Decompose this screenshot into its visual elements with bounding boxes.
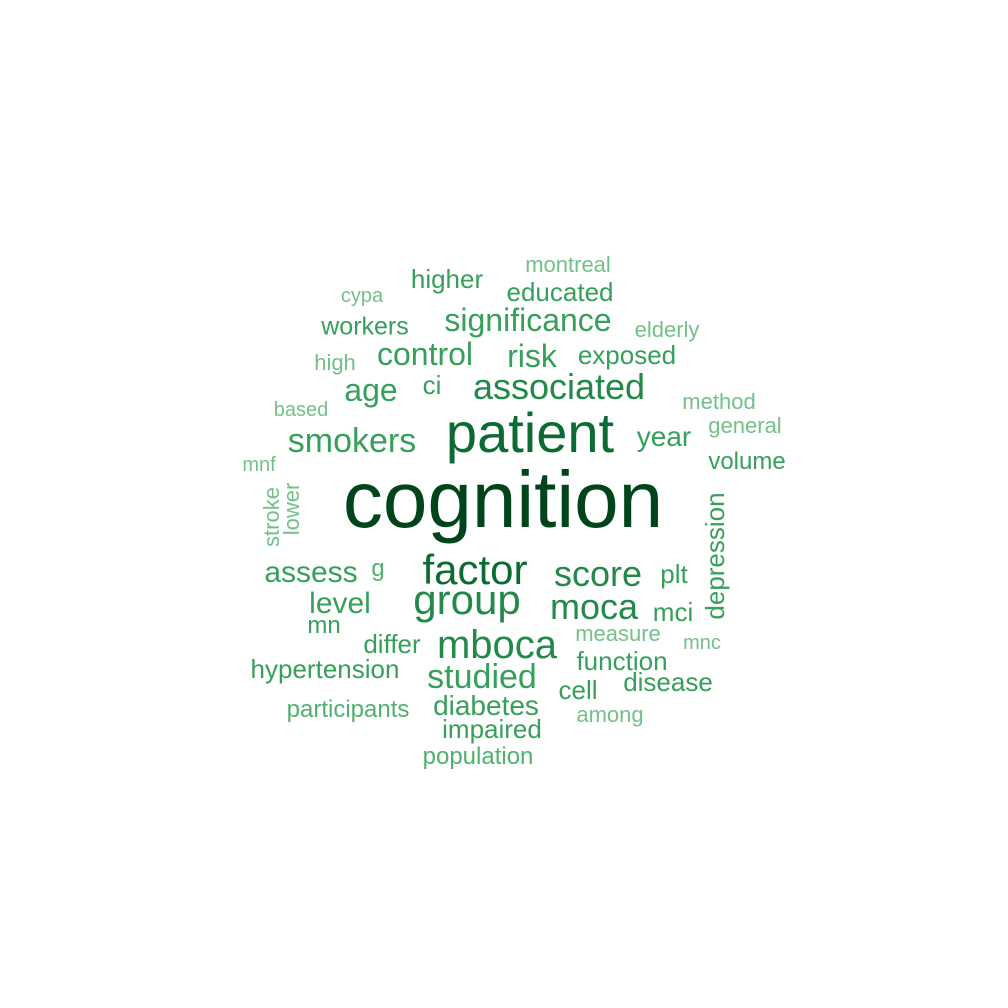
word-plt: plt — [660, 559, 688, 589]
word-mci: mci — [652, 597, 694, 627]
word-high: high — [314, 350, 356, 375]
word-method: method — [682, 389, 756, 414]
word-differ: differ — [363, 629, 421, 659]
word-significance: significance — [444, 302, 612, 338]
word-control: control — [376, 336, 474, 372]
word-measure: measure — [575, 621, 661, 646]
word-disease: disease — [623, 667, 713, 697]
word-group: group — [413, 576, 521, 623]
word-population: population — [422, 743, 534, 770]
word-depression: depression — [700, 492, 730, 620]
word-assess: assess — [264, 556, 358, 589]
word-g: g — [371, 555, 385, 582]
word-diabetes: diabetes — [433, 690, 539, 721]
word-general: general — [708, 413, 782, 438]
word-factor: factor — [422, 546, 528, 593]
word-patient: patient — [445, 401, 615, 464]
word-smokers: smokers — [287, 422, 417, 460]
word-associated: associated — [472, 366, 646, 407]
word-score: score — [553, 553, 643, 594]
word-higher: higher — [410, 264, 484, 294]
word-based: based — [273, 399, 329, 421]
word-ci: ci — [422, 370, 442, 400]
word-among: among — [576, 702, 644, 727]
word-year: year — [636, 421, 692, 452]
word-participants: participants — [286, 696, 410, 723]
word-mboca: mboca — [436, 623, 558, 667]
word-mnc: mnc — [683, 632, 721, 654]
word-moca: moca — [549, 586, 639, 627]
word-volume: volume — [708, 448, 786, 475]
word-exposed: exposed — [577, 340, 677, 370]
word-mnf: mnf — [242, 454, 276, 476]
word-hypertension: hypertension — [250, 654, 400, 684]
word-mn: mn — [307, 612, 341, 639]
word-workers: workers — [321, 312, 409, 341]
word-studied: studied — [427, 658, 537, 696]
word-impaired: impaired — [442, 714, 542, 744]
word-age: age — [344, 372, 398, 408]
word-cognition: cognition — [342, 455, 664, 544]
word-educated: educated — [506, 277, 614, 307]
word-elderly: elderly — [634, 317, 700, 342]
word-level: level — [309, 587, 371, 620]
word-lower: lower — [279, 482, 304, 536]
word-montreal: montreal — [525, 252, 611, 277]
word-risk: risk — [507, 338, 557, 374]
word-cell: cell — [558, 675, 598, 705]
word-cypa: cypa — [340, 285, 384, 307]
word-function: function — [576, 646, 668, 676]
